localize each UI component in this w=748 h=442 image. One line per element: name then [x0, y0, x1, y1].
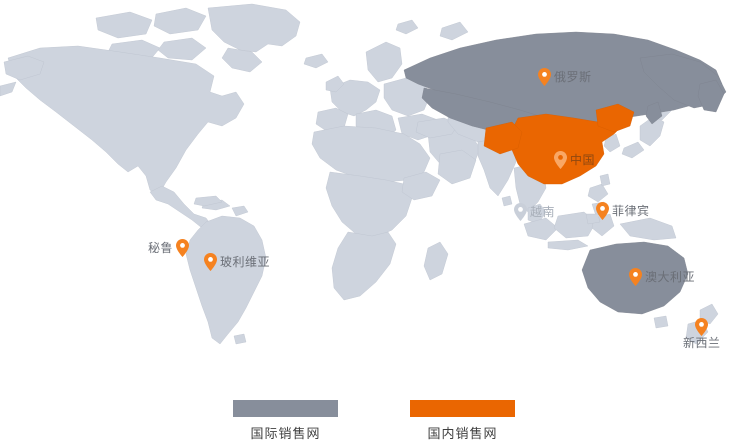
region-alaska-panhandle — [3, 55, 45, 81]
region-africa-central — [325, 171, 413, 239]
legend-label-domestic: 国内销售网 — [427, 426, 498, 441]
region-kamchatka — [697, 79, 725, 113]
region-java — [547, 239, 589, 251]
region-europe-west — [329, 79, 381, 117]
region-china-northeast — [595, 103, 635, 133]
map-legend: 国际销售网 国内销售网 — [0, 390, 748, 442]
region-taiwan — [599, 173, 611, 187]
region-madagascar — [423, 241, 449, 281]
region-greenland-2 — [221, 47, 263, 73]
landmasses-domestic-network — [483, 103, 635, 185]
region-sakhalin — [645, 101, 663, 125]
region-tasmania — [653, 315, 669, 329]
legend-label-international: 国际销售网 — [250, 426, 321, 441]
region-borneo — [553, 211, 597, 239]
region-arctic-islands-a — [95, 11, 153, 39]
region-scandinavia — [365, 41, 403, 83]
region-falklands — [233, 333, 247, 345]
landmasses-default — [0, 3, 719, 345]
region-greenland — [207, 3, 301, 53]
region-arabia — [437, 149, 477, 185]
legend-item-international[interactable]: 国际销售网 — [233, 400, 338, 442]
region-malay-peninsula — [527, 203, 547, 225]
region-japan-south — [621, 141, 645, 159]
region-uk — [325, 75, 345, 93]
region-korea — [603, 133, 621, 153]
region-cuba — [193, 195, 223, 207]
region-south-america — [185, 215, 267, 345]
region-philippines-a — [587, 183, 609, 203]
region-philippines-c — [585, 213, 601, 225]
world-map-svg — [0, 3, 727, 345]
legend-swatch-domestic — [410, 400, 515, 417]
legend-swatch-international — [233, 400, 338, 417]
region-africa-south — [331, 231, 397, 301]
region-turkey-caucasus — [415, 117, 459, 139]
legend-item-domestic[interactable]: 国内销售网 — [410, 400, 515, 442]
region-arctic-islands-b — [153, 7, 207, 35]
region-north-america — [7, 45, 245, 197]
region-china — [509, 113, 623, 185]
region-iceland — [303, 53, 329, 69]
region-new-guinea — [619, 217, 677, 241]
region-sumatra — [523, 217, 559, 241]
region-horn-of-africa — [401, 171, 441, 201]
region-caribbean-b — [231, 205, 249, 217]
region-novaya-zemlya — [439, 21, 469, 41]
region-aleutians — [0, 81, 17, 97]
region-svalbard — [395, 19, 419, 35]
world-map: 俄罗斯 中国 越南 菲律宾 澳大利亚 新西兰 秘鲁 — [0, 3, 727, 349]
region-china-west — [483, 121, 523, 155]
region-arctic-islands-d — [157, 37, 207, 61]
region-sri-lanka — [501, 195, 513, 207]
